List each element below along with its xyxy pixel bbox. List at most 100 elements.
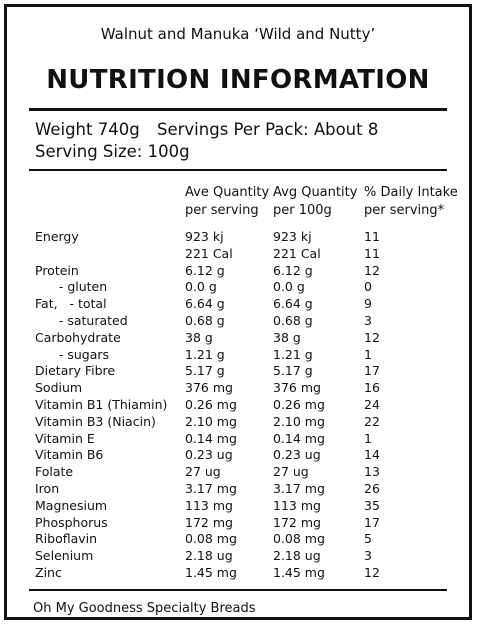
nutrient-label: Iron <box>35 480 60 496</box>
table-row: Phosphorus 172 mg 172 mg 17 <box>7 515 469 532</box>
col-header-per-serving-line1: Ave Quantity <box>185 185 270 200</box>
nutrient-label: Phosphorus <box>35 514 108 530</box>
per-100g-value: 6.12 g <box>273 262 313 278</box>
table-row: Dietary Fibre 5.17 g 5.17 g 17 <box>7 363 469 380</box>
per-100g-value: 5.17 g <box>273 363 313 379</box>
nutrient-table: Energy 923 kj 923 kj 11 221 Cal 221 Cal 11 Prot… <box>7 229 469 582</box>
product-name: Walnut and Manuka ‘Wild and Nutty’ <box>100 25 376 43</box>
per-serving-value: 923 kj <box>185 229 224 244</box>
per-serving-value: 0.0 g <box>185 279 217 295</box>
per-100g-value: 221 Cal <box>273 245 321 261</box>
nutrient-label: Dietary Fibre <box>35 363 116 379</box>
col-header-daily-intake-line2: per serving* <box>364 203 445 218</box>
table-row: Riboflavin 0.08 mg 0.08 mg 5 <box>7 531 469 548</box>
table-row: Iron 3.17 mg 3.17 mg 26 <box>7 481 469 498</box>
table-row: Vitamin E 0.14 mg 0.14 mg 1 <box>7 431 469 448</box>
per-serving-value: 113 mg <box>185 497 233 513</box>
nutrient-label: Protein <box>35 262 79 278</box>
per-serving-value: 0.26 mg <box>185 396 237 412</box>
nutrient-label: Vitamin B1 (Thiamin) <box>35 396 168 412</box>
pack-weight: Weight 740g <box>35 120 140 139</box>
daily-intake-value: 1 <box>364 430 372 446</box>
nutrient-label: Carbohydrate <box>35 329 121 345</box>
table-row: Vitamin B1 (Thiamin) 0.26 mg 0.26 mg 24 <box>7 397 469 414</box>
col-header-daily-intake: % Daily Intake per serving* <box>364 184 458 220</box>
per-100g-value: 923 kj <box>273 229 312 244</box>
nutrient-label: Vitamin E <box>35 430 95 446</box>
per-100g-value: 0.0 g <box>273 279 305 295</box>
table-row: Vitamin B6 0.23 ug 0.23 ug 14 <box>7 447 469 464</box>
per-100g-value: 0.14 mg <box>273 430 325 446</box>
per-serving-value: 3.17 mg <box>185 480 237 496</box>
per-serving-value: 0.68 g <box>185 312 225 328</box>
table-row: - sugars 1.21 g 1.21 g 1 <box>7 347 469 364</box>
nutrient-label: Vitamin B6 <box>35 447 104 463</box>
daily-intake-value: 16 <box>364 380 380 396</box>
panel-heading: NUTRITION INFORMATION <box>46 65 430 95</box>
nutrient-label: Zinc <box>35 564 62 580</box>
per-100g-value: 0.68 g <box>273 312 313 328</box>
table-row: Vitamin B3 (Niacin) 2.10 mg 2.10 mg 22 <box>7 414 469 431</box>
nutrient-label: - sugars <box>35 346 110 362</box>
nutrient-label: Energy <box>35 229 79 244</box>
per-100g-value: 3.17 mg <box>273 480 325 496</box>
daily-intake-value: 5 <box>364 531 372 547</box>
nutrient-label: - gluten <box>35 279 108 295</box>
daily-intake-value: 17 <box>364 363 380 379</box>
daily-intake-value: 35 <box>364 497 380 513</box>
per-serving-value: 2.10 mg <box>185 413 237 429</box>
per-100g-value: 2.10 mg <box>273 413 325 429</box>
nutrient-label: Folate <box>35 464 74 480</box>
table-row: Folate 27 ug 27 ug 13 <box>7 464 469 481</box>
daily-intake-value: 26 <box>364 480 380 496</box>
daily-intake-value: 12 <box>364 329 380 345</box>
per-serving-value: 0.23 ug <box>185 447 233 463</box>
col-header-daily-intake-line1: % Daily Intake <box>364 185 458 200</box>
daily-intake-value: 11 <box>364 229 380 244</box>
nutrient-label: Magnesium <box>35 497 108 513</box>
col-header-per-serving: Ave Quantity per serving <box>185 184 269 220</box>
per-100g-value: 0.08 mg <box>273 531 325 547</box>
per-serving-value: 6.12 g <box>185 262 225 278</box>
table-row: Sodium 376 mg 376 mg 16 <box>7 380 469 397</box>
daily-intake-value: 1 <box>364 346 372 362</box>
daily-intake-value: 3 <box>364 548 372 564</box>
daily-intake-value: 12 <box>364 262 380 278</box>
per-100g-value: 6.64 g <box>273 296 313 312</box>
divider-top <box>29 108 447 111</box>
table-row: - gluten 0.0 g 0.0 g 0 <box>7 279 469 296</box>
table-row: Magnesium 113 mg 113 mg 35 <box>7 498 469 515</box>
daily-intake-value: 13 <box>364 464 380 480</box>
table-row: Fat, - total 6.64 g 6.64 g 9 <box>7 296 469 313</box>
per-100g-value: 0.26 mg <box>273 396 325 412</box>
per-serving-value: 27 ug <box>185 464 221 480</box>
per-serving-value: 1.45 mg <box>185 564 237 580</box>
brand-footer: Oh My Goodness Specialty Breads <box>33 601 256 616</box>
per-100g-value: 0.23 ug <box>273 447 321 463</box>
per-100g-value: 376 mg <box>273 380 321 396</box>
col-header-per-100g: Avg Quantity per 100g <box>273 184 357 220</box>
table-row: Selenium 2.18 ug 2.18 ug 3 <box>7 548 469 565</box>
daily-intake-value: 9 <box>364 296 372 312</box>
divider-meta <box>29 169 447 171</box>
table-row: - saturated 0.68 g 0.68 g 3 <box>7 313 469 330</box>
nutrient-label: Fat, - total <box>35 296 107 312</box>
table-row: Zinc 1.45 mg 1.45 mg 12 <box>7 565 469 582</box>
per-100g-value: 113 mg <box>273 497 321 513</box>
table-row: Energy 923 kj 923 kj 11 <box>7 229 469 246</box>
serving-size: Serving Size: 100g <box>35 142 190 161</box>
per-100g-value: 172 mg <box>273 514 321 530</box>
per-100g-value: 1.45 mg <box>273 564 325 580</box>
daily-intake-value: 0 <box>364 279 372 295</box>
per-serving-value: 172 mg <box>185 514 233 530</box>
per-100g-value: 38 g <box>273 329 301 345</box>
per-serving-value: 5.17 g <box>185 363 225 379</box>
col-header-per-100g-line1: Avg Quantity <box>273 185 358 200</box>
per-serving-value: 0.08 mg <box>185 531 237 547</box>
daily-intake-value: 22 <box>364 413 380 429</box>
per-100g-value: 1.21 g <box>273 346 313 362</box>
divider-bottom <box>29 589 447 591</box>
nutrient-label: - saturated <box>35 312 128 328</box>
per-serving-value: 0.14 mg <box>185 430 237 446</box>
per-serving-value: 376 mg <box>185 380 233 396</box>
